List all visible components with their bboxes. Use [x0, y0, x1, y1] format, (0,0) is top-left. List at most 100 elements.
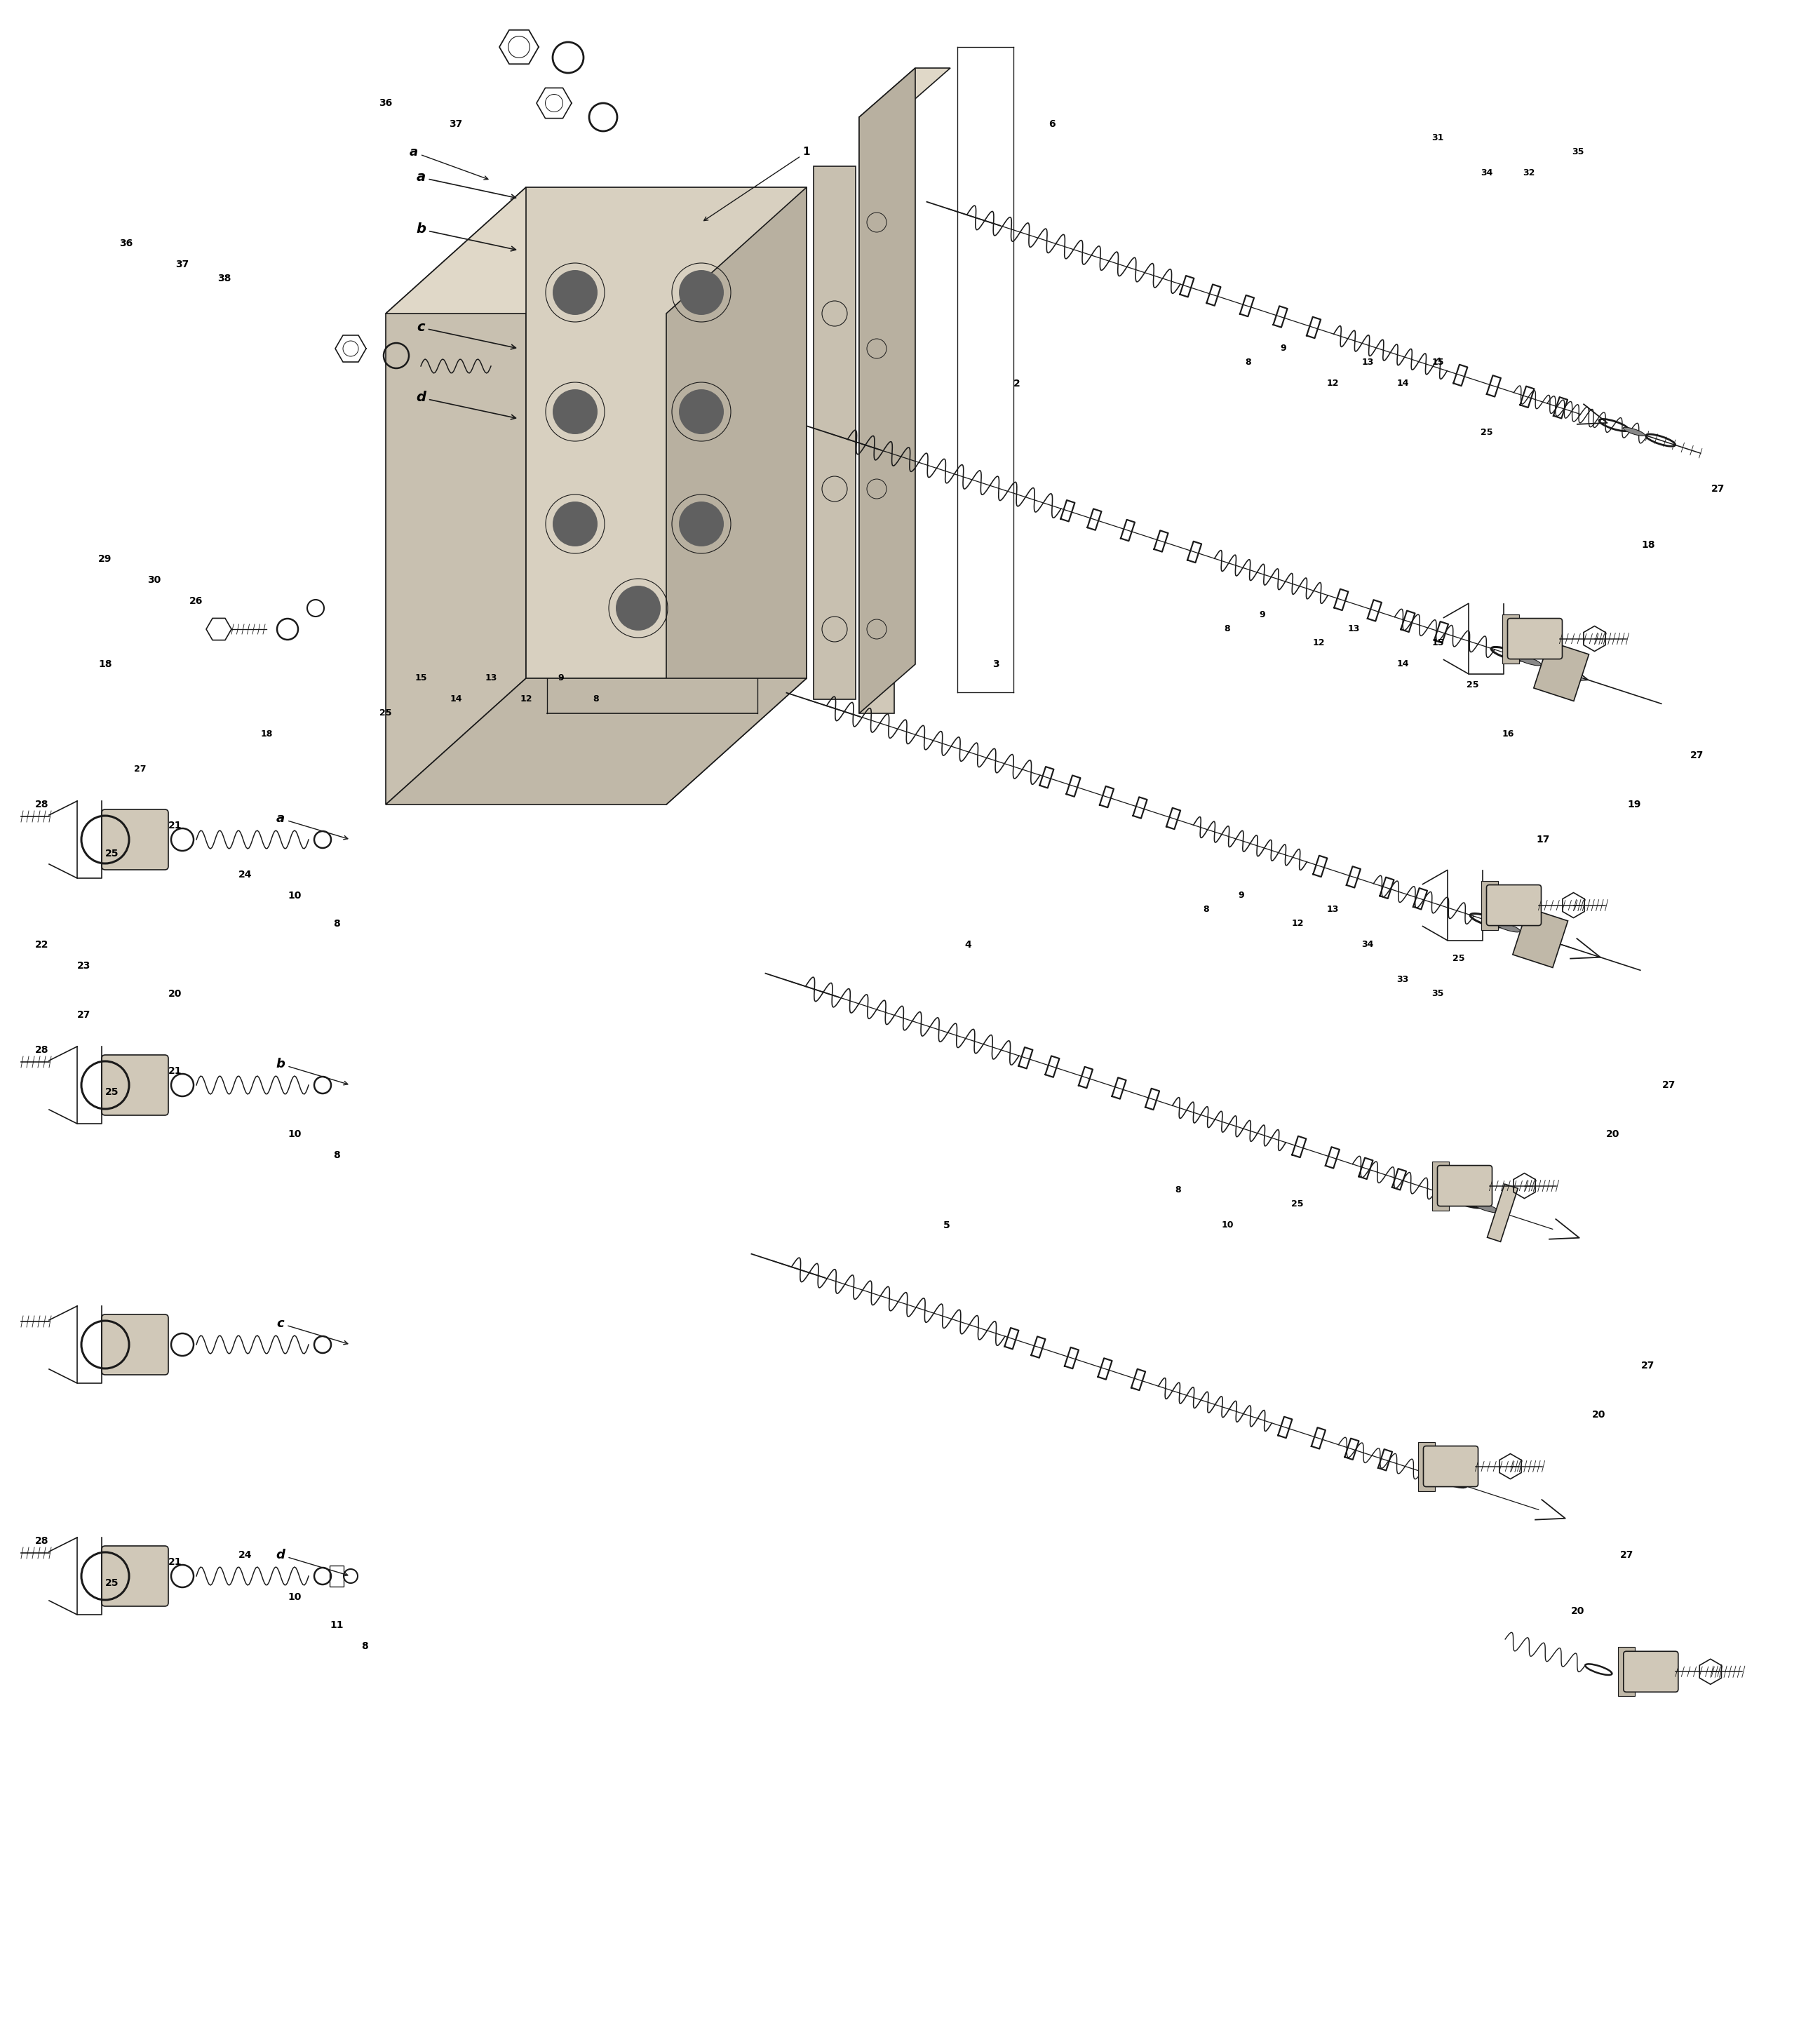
Text: 34: 34 — [1481, 169, 1492, 179]
Text: 36: 36 — [120, 238, 133, 248]
Text: 27: 27 — [1662, 1081, 1676, 1089]
Polygon shape — [1512, 908, 1567, 967]
Text: 12: 12 — [521, 695, 531, 703]
Text: 23: 23 — [78, 961, 91, 971]
Polygon shape — [859, 67, 950, 118]
Text: 5: 5 — [943, 1221, 950, 1229]
Text: a: a — [409, 146, 488, 179]
Text: a: a — [417, 171, 515, 199]
Text: 36: 36 — [379, 98, 393, 108]
Text: 13: 13 — [1347, 624, 1360, 634]
FancyBboxPatch shape — [102, 1546, 167, 1605]
Text: d: d — [277, 1548, 348, 1577]
Text: 8: 8 — [1245, 358, 1252, 368]
Polygon shape — [859, 118, 894, 713]
FancyBboxPatch shape — [1487, 884, 1542, 925]
Text: 16: 16 — [1501, 729, 1514, 740]
Text: 3: 3 — [992, 658, 999, 669]
Polygon shape — [1534, 642, 1589, 701]
FancyBboxPatch shape — [102, 809, 167, 870]
Text: 18: 18 — [260, 729, 273, 740]
Text: 13: 13 — [1327, 904, 1340, 914]
Bar — [329, 1565, 344, 1587]
Text: 8: 8 — [1176, 1187, 1181, 1195]
Text: 11: 11 — [329, 1620, 344, 1630]
Text: 13: 13 — [484, 675, 497, 683]
Polygon shape — [1618, 1648, 1634, 1697]
Text: 12: 12 — [1292, 918, 1303, 929]
Text: 30: 30 — [147, 575, 160, 585]
Circle shape — [679, 390, 724, 435]
Text: 1: 1 — [704, 146, 810, 221]
Text: 2: 2 — [1014, 378, 1021, 388]
Text: 35: 35 — [1432, 990, 1443, 998]
Text: 8: 8 — [333, 918, 340, 929]
Text: 32: 32 — [1523, 169, 1534, 179]
Text: 29: 29 — [98, 555, 113, 565]
Text: c: c — [277, 1317, 348, 1345]
Text: 37: 37 — [175, 260, 189, 270]
Polygon shape — [386, 187, 806, 313]
Text: 26: 26 — [189, 595, 204, 606]
FancyBboxPatch shape — [102, 1055, 167, 1116]
Text: 25: 25 — [1481, 429, 1492, 437]
Ellipse shape — [1514, 654, 1542, 666]
Text: 10: 10 — [288, 890, 302, 900]
Text: 4: 4 — [965, 941, 972, 949]
Text: 9: 9 — [1281, 343, 1287, 354]
Text: 25: 25 — [1452, 955, 1465, 963]
Text: 15: 15 — [415, 675, 428, 683]
Text: 12: 12 — [1327, 380, 1340, 388]
Polygon shape — [386, 187, 526, 805]
Text: 27: 27 — [1691, 750, 1704, 760]
Circle shape — [553, 502, 597, 547]
Text: 14: 14 — [1396, 380, 1409, 388]
Text: 27: 27 — [135, 764, 146, 774]
Text: 15: 15 — [1432, 358, 1443, 368]
Polygon shape — [666, 187, 806, 805]
Text: 8: 8 — [333, 1150, 340, 1160]
Text: 24: 24 — [238, 1550, 253, 1561]
Text: 28: 28 — [35, 801, 49, 809]
Text: d: d — [417, 390, 515, 419]
Text: 25: 25 — [106, 1579, 118, 1587]
Text: 21: 21 — [169, 1067, 182, 1077]
Circle shape — [615, 585, 661, 630]
Polygon shape — [1418, 1443, 1434, 1491]
FancyBboxPatch shape — [1423, 1447, 1478, 1487]
Text: 28: 28 — [35, 1536, 49, 1546]
Text: 10: 10 — [288, 1130, 302, 1140]
Text: 14: 14 — [1396, 660, 1409, 669]
Text: 8: 8 — [362, 1642, 368, 1652]
Text: 20: 20 — [1592, 1410, 1605, 1420]
Text: 9: 9 — [1259, 610, 1265, 620]
Text: 8: 8 — [1203, 904, 1208, 914]
Text: 34: 34 — [1361, 941, 1374, 949]
Text: 22: 22 — [35, 941, 49, 949]
Text: 10: 10 — [1221, 1221, 1234, 1229]
Circle shape — [553, 270, 597, 315]
Text: b: b — [417, 224, 515, 252]
Text: 28: 28 — [35, 1044, 49, 1055]
Circle shape — [553, 390, 597, 435]
FancyBboxPatch shape — [1623, 1652, 1678, 1693]
Polygon shape — [1501, 614, 1518, 662]
Text: 25: 25 — [106, 849, 118, 860]
Text: 9: 9 — [559, 675, 564, 683]
Ellipse shape — [1623, 427, 1645, 435]
Polygon shape — [1432, 1160, 1449, 1211]
Text: 14: 14 — [450, 695, 462, 703]
Text: 20: 20 — [1571, 1605, 1585, 1615]
Text: 18: 18 — [98, 658, 113, 669]
Text: b: b — [277, 1059, 348, 1085]
Polygon shape — [1481, 880, 1498, 931]
Text: 25: 25 — [380, 709, 391, 717]
Text: 12: 12 — [1312, 638, 1325, 648]
Circle shape — [679, 502, 724, 547]
Text: 13: 13 — [1361, 358, 1374, 368]
Text: 37: 37 — [450, 120, 462, 130]
Ellipse shape — [1472, 1203, 1500, 1213]
Text: 38: 38 — [218, 274, 231, 282]
Text: 8: 8 — [1225, 624, 1230, 634]
Text: 35: 35 — [1572, 148, 1583, 156]
